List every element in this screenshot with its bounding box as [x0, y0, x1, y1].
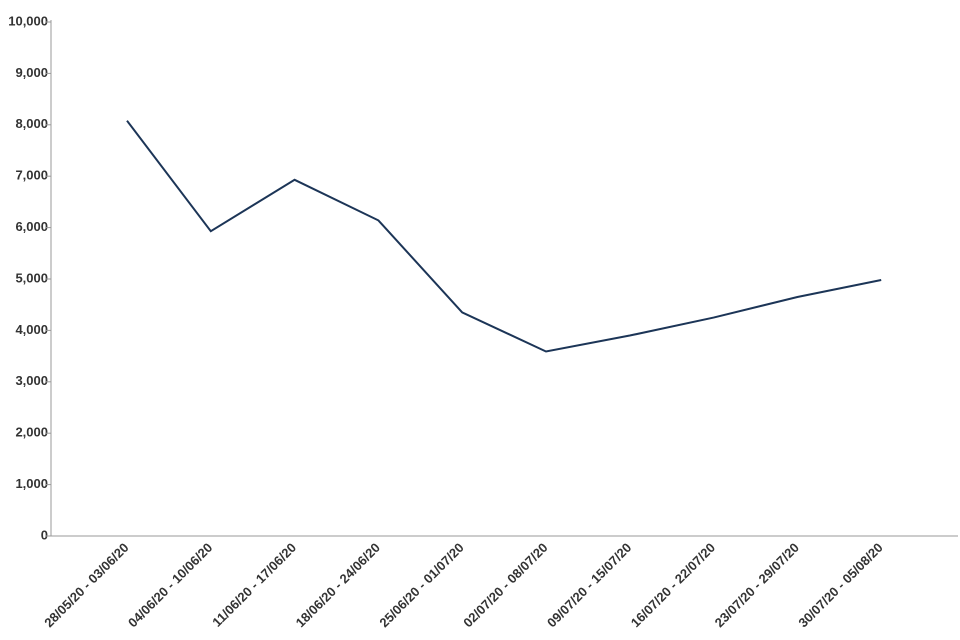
x-tick-label: 25/06/20 - 01/07/20	[376, 540, 466, 630]
y-tick-label: 8,000	[15, 116, 48, 131]
y-tick-label: 3,000	[15, 373, 48, 388]
y-tick-label: 7,000	[15, 168, 48, 183]
x-tick-label: 23/07/20 - 29/07/20	[712, 540, 802, 630]
y-tick-label: 5,000	[15, 270, 48, 285]
x-tick-label: 16/07/20 - 22/07/20	[628, 540, 718, 630]
y-tick-label: 9,000	[15, 65, 48, 80]
x-tick-label: 09/07/20 - 15/07/20	[544, 540, 634, 630]
x-tick-label: 28/05/20 - 03/06/20	[41, 540, 131, 630]
y-tick-label: 2,000	[15, 425, 48, 440]
y-tick-label: 6,000	[15, 219, 48, 234]
y-tick-label: 10,000	[8, 13, 48, 28]
y-tick-label: 4,000	[15, 322, 48, 337]
y-tick-label: 1,000	[15, 476, 48, 491]
x-tick-label: 11/06/20 - 17/06/20	[209, 540, 299, 630]
x-tick-label: 18/06/20 - 24/06/20	[293, 540, 383, 630]
x-tick-label: 02/07/20 - 08/07/20	[460, 540, 550, 630]
data-line	[126, 120, 882, 353]
x-tick-label: 30/07/20 - 05/08/20	[795, 540, 885, 630]
x-tick-label: 04/06/20 - 10/06/20	[125, 540, 215, 630]
y-tick-label: 0	[41, 527, 48, 542]
